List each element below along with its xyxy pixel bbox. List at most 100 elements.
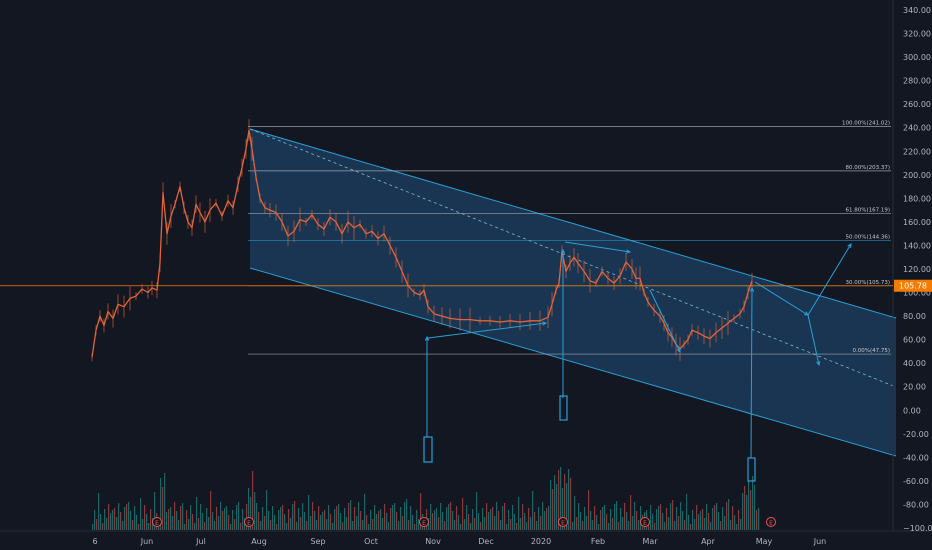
volume-bar — [226, 506, 228, 530]
projection-arrow[interactable] — [807, 314, 820, 366]
volume-bar — [336, 506, 338, 530]
volume-bar — [476, 492, 478, 530]
volume-bar — [342, 522, 344, 530]
projection-arrow[interactable] — [564, 241, 631, 253]
volume-bar — [446, 507, 448, 530]
volume-bar — [396, 512, 398, 530]
earnings-marker[interactable]: E — [558, 517, 568, 528]
volume-bar — [516, 523, 518, 530]
channel-fill — [250, 129, 896, 456]
time-axis[interactable]: 6 Jun Jul Aug Sep Oct Nov Dec 2020 Feb Mar Apr May Ju… — [92, 537, 826, 546]
volume-bar — [618, 522, 620, 530]
volume-bar — [752, 476, 754, 530]
volume-bar — [590, 511, 592, 530]
price-tick-label: 80.00 — [903, 312, 926, 321]
price-tick-label: 240.00 — [903, 124, 931, 133]
channel-median-line[interactable] — [249, 128, 897, 388]
time-tick-label: Jun — [140, 537, 154, 546]
volume-bar — [282, 505, 284, 530]
price-tick-label: 340.00 — [903, 6, 931, 15]
volume-bar — [452, 511, 454, 530]
volume-bar — [572, 522, 574, 530]
volume-bar — [568, 469, 570, 530]
projection-arrow-head — [424, 335, 430, 341]
volume-bar — [530, 517, 532, 530]
volume-bar — [744, 486, 746, 530]
volume-bar — [154, 492, 156, 530]
volume-bar — [482, 508, 484, 530]
projection-arrow[interactable] — [427, 322, 547, 339]
volume-bar — [560, 467, 562, 530]
earnings-marker-label: E — [155, 520, 159, 527]
volume-bar — [260, 521, 262, 530]
volume-bar — [444, 521, 446, 530]
volume-bar — [188, 519, 190, 530]
time-tick-label: May — [756, 537, 773, 546]
volume-bar — [338, 504, 340, 530]
volume-bar — [520, 518, 522, 530]
volume-bar — [132, 520, 134, 530]
channel-upper-line[interactable] — [249, 128, 897, 319]
volume-bar — [674, 521, 676, 530]
volume-bar — [302, 503, 304, 530]
price-series-line — [91, 129, 753, 358]
volume-bar — [678, 516, 680, 530]
volume-bar — [730, 520, 732, 530]
volume-bar — [720, 521, 722, 530]
volume-bar — [258, 512, 260, 530]
volume-bar — [416, 510, 418, 530]
volume-bar — [524, 513, 526, 530]
volume-bar — [626, 512, 628, 530]
regression-channel[interactable] — [249, 128, 897, 457]
volume-highlight-box[interactable] — [423, 436, 433, 463]
volume-bar — [576, 517, 578, 530]
volume-bar — [654, 523, 656, 530]
volume-bar — [304, 512, 306, 530]
volume-bar — [544, 511, 546, 530]
volume-bar — [624, 503, 626, 530]
volume-bar — [464, 519, 466, 530]
price-tick-label: 320.00 — [903, 30, 931, 39]
volume-bar — [510, 519, 512, 530]
price-axis[interactable]: 340.00 320.00 300.00 280.00 260.00 240.00 220.… — [903, 6, 932, 533]
projection-arrow[interactable] — [649, 289, 681, 353]
volume-highlight-box[interactable] — [747, 457, 756, 482]
earnings-marker[interactable]: E — [419, 517, 429, 528]
earnings-marker[interactable]: E — [640, 517, 650, 528]
volume-bar — [702, 509, 704, 530]
volume-bar — [638, 520, 640, 530]
fib-level-label: 50.00%(144.36) — [845, 234, 890, 240]
volume-bar — [108, 504, 110, 530]
volume-highlight-box[interactable] — [559, 395, 568, 421]
volume-bar — [296, 522, 298, 530]
volume-bar — [94, 510, 96, 530]
volume-bar — [672, 500, 674, 530]
channel-lower-line[interactable] — [249, 267, 897, 457]
earnings-marker[interactable]: E — [766, 517, 776, 528]
volume-bar — [268, 511, 270, 530]
volume-bar — [138, 524, 140, 530]
volume-bar — [598, 524, 600, 530]
volume-bar — [114, 508, 116, 530]
projection-arrow[interactable] — [807, 243, 852, 316]
volume-bar — [240, 523, 242, 530]
volume-bar — [160, 478, 162, 530]
volume-bar — [658, 506, 660, 530]
volume-bar — [588, 490, 590, 530]
projection-arrow[interactable] — [754, 281, 809, 316]
projection-arrow[interactable] — [750, 287, 753, 459]
time-tick-label: Nov — [425, 537, 441, 546]
volume-bar — [640, 506, 642, 530]
earnings-marker[interactable]: E — [152, 517, 162, 528]
projection-arrows[interactable] — [423, 241, 852, 482]
volume-bar — [274, 515, 276, 530]
earnings-marker[interactable]: E — [244, 517, 254, 528]
volume-bar — [370, 510, 372, 530]
volume-bar — [242, 509, 244, 530]
time-tick-label: 2020 — [531, 537, 551, 546]
volume-bar — [722, 507, 724, 530]
volume-bar — [362, 520, 364, 530]
price-tick-label: 120.00 — [903, 265, 931, 274]
